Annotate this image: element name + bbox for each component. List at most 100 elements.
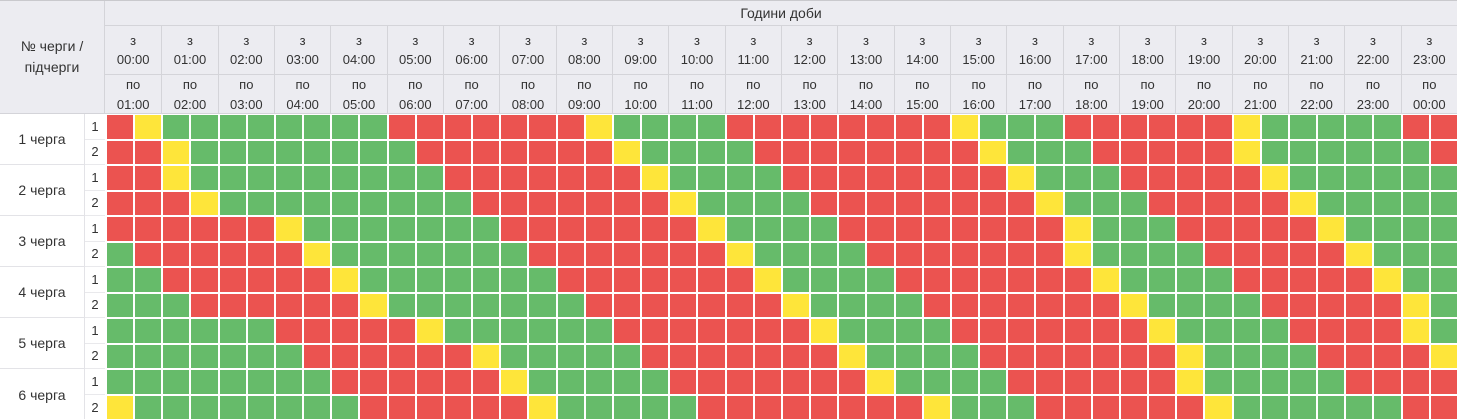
schedule-cell-green — [107, 370, 134, 394]
schedule-cell-green — [670, 140, 697, 164]
schedule-cell-red — [951, 293, 979, 317]
schedule-cell-red — [642, 293, 669, 317]
schedule-cell-red — [332, 293, 359, 317]
schedule-cell-red — [895, 268, 922, 292]
schedule-cell-red — [811, 140, 838, 164]
schedule-cell-green — [332, 217, 359, 241]
queue-label-5: 5 черга — [0, 318, 84, 369]
schedule-cell-red — [923, 217, 950, 241]
schedule-cell-red — [1374, 344, 1401, 368]
schedule-cell-green — [416, 242, 443, 266]
schedule-cell-red — [726, 115, 753, 139]
schedule-cell-green — [219, 395, 246, 419]
hour-time-label: 00:00 — [116, 52, 150, 67]
schedule-cell-red — [191, 242, 218, 266]
schedule-cell-green — [191, 115, 218, 139]
schedule-cell-red — [219, 217, 246, 241]
schedule-cell-red — [473, 140, 500, 164]
schedule-cell-green — [895, 319, 922, 343]
hour-header-from-23: з 23:00 — [1400, 26, 1457, 74]
hour-prefix-label: по — [408, 77, 423, 92]
schedule-cell-red — [613, 166, 641, 190]
hour-prefix-label: з — [468, 32, 475, 48]
hour-header-from-10: з 10:00 — [668, 26, 724, 74]
schedule-cell-green — [726, 166, 753, 190]
schedule-cell-red — [135, 217, 162, 241]
schedule-cell-green — [304, 370, 331, 394]
hour-header-from-5: з 05:00 — [386, 26, 443, 74]
hour-time-label: 19:00 — [1187, 52, 1221, 67]
hour-header-to-22: по 23:00 — [1344, 75, 1400, 114]
schedule-cell-green — [1261, 395, 1288, 419]
hour-prefix-label: з — [975, 32, 982, 48]
hour-header-to-3: по 04:00 — [273, 75, 330, 114]
hours-header: Години доби з 00:00 з 01:00 з 02:00 з 03:00 з 04:… — [105, 1, 1457, 114]
schedule-cell-yellow — [1318, 217, 1345, 241]
schedule-cell-red — [585, 268, 612, 292]
schedule-cell-red — [642, 344, 669, 368]
schedule-cell-green — [980, 370, 1007, 394]
schedule-cell-red — [473, 191, 500, 215]
schedule-cell-red — [867, 191, 894, 215]
queue-group-1: 1 черга 1 2 — [0, 114, 1457, 165]
schedule-cell-red — [1036, 217, 1063, 241]
schedule-cell-red — [388, 344, 415, 368]
schedule-cell-red — [1233, 166, 1260, 190]
schedule-cell-green — [1036, 115, 1063, 139]
schedule-cell-red — [219, 242, 246, 266]
schedule-cell-red — [811, 370, 838, 394]
schedule-cell-green — [416, 191, 443, 215]
schedule-cell-yellow — [1233, 115, 1260, 139]
schedule-cell-red — [388, 319, 415, 343]
schedule-cell-red — [1008, 242, 1035, 266]
schedule-cell-green — [754, 217, 781, 241]
queue-label-2: 2 черга — [0, 165, 84, 216]
hour-time-label: 22:00 — [1300, 96, 1333, 112]
hour-header-to-21: по 22:00 — [1287, 75, 1344, 114]
schedule-cell-green — [163, 370, 190, 394]
schedule-cell-green — [473, 217, 500, 241]
schedule-cell-red — [811, 344, 838, 368]
schedule-cell-red — [1120, 370, 1148, 394]
queue-label-6: 6 черга — [18, 386, 66, 403]
schedule-cell-green — [473, 268, 500, 292]
hour-prefix-label: по — [1365, 77, 1381, 92]
schedule-cell-green — [1008, 395, 1035, 419]
schedule-cell-red — [529, 217, 556, 241]
hour-prefix-label: з — [1370, 32, 1376, 48]
schedule-cell-red — [1346, 370, 1373, 394]
schedule-cell-red — [416, 395, 443, 419]
schedule-cell-green — [1318, 191, 1345, 215]
schedule-cell-green — [1289, 395, 1317, 419]
schedule-cell-red — [135, 166, 162, 190]
hour-header-to-14: по 15:00 — [893, 75, 950, 114]
hour-time-label: 04:00 — [342, 52, 376, 67]
schedule-cell-green — [698, 115, 725, 139]
schedule-cell-green — [1346, 217, 1373, 241]
schedule-cell-green — [839, 293, 866, 317]
hour-time-label: 13:00 — [849, 52, 883, 67]
schedule-cell-red — [923, 115, 950, 139]
schedule-cell-green — [726, 191, 753, 215]
schedule-cell-red — [1120, 395, 1148, 419]
hour-prefix-label: по — [1422, 77, 1437, 92]
schedule-cell-red — [923, 140, 950, 164]
subqueue-label-5-1: 1 — [85, 318, 105, 344]
schedule-cell-red — [726, 319, 753, 343]
hour-header-to-19: по 20:00 — [1175, 75, 1231, 114]
schedule-cell-red — [585, 242, 612, 266]
schedule-cell-green — [1402, 140, 1429, 164]
schedule-cell-red — [1177, 115, 1204, 139]
schedule-cell-green — [811, 293, 838, 317]
schedule-cell-red — [895, 395, 922, 419]
subqueue-label-6-1: 1 — [85, 369, 105, 395]
schedule-cell-green — [501, 344, 528, 368]
schedule-cell-yellow — [726, 242, 753, 266]
schedule-cell-red — [782, 115, 810, 139]
schedule-cell-red — [529, 191, 556, 215]
schedule-cell-yellow — [698, 217, 725, 241]
schedule-cell-red — [726, 344, 753, 368]
schedule-cell-red — [980, 344, 1007, 368]
schedule-cell-red — [444, 115, 472, 139]
schedule-cell-green — [107, 293, 134, 317]
